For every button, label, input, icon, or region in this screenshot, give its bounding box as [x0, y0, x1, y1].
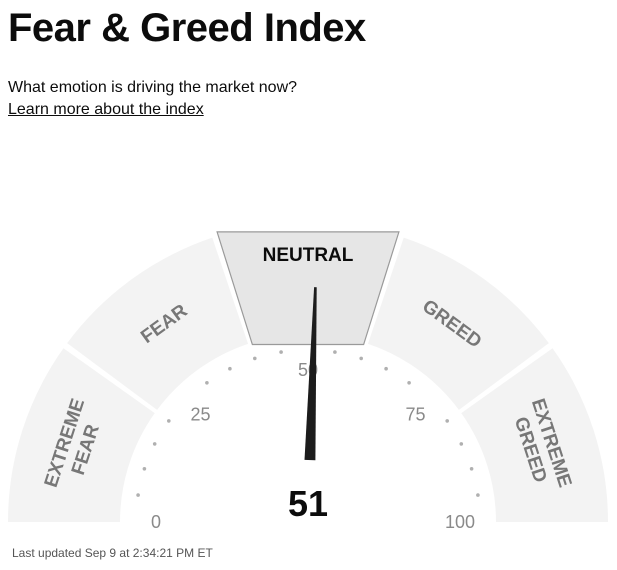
gauge-segment	[67, 237, 249, 410]
learn-more-link[interactable]: Learn more about the index	[8, 101, 204, 118]
scale-dot	[459, 442, 464, 446]
gauge-segment	[461, 348, 608, 522]
gauge-segment	[8, 348, 155, 522]
scale-dot	[333, 350, 337, 354]
scale-dot	[359, 356, 364, 361]
segment-label: NEUTRAL	[263, 245, 354, 266]
gauge-segments	[8, 231, 608, 522]
tick-label: 25	[190, 405, 210, 425]
scale-dot	[407, 381, 411, 385]
scale-dot	[205, 381, 209, 385]
segment-label-group: NEUTRAL	[263, 245, 354, 266]
gauge-scale-dots	[136, 350, 480, 497]
page-subtitle: What emotion is driving the market now?	[8, 79, 298, 96]
page-title: Fear & Greed Index	[8, 6, 366, 50]
tick-label: 0	[151, 512, 161, 532]
scale-dot	[152, 442, 157, 446]
tick-label: 75	[405, 405, 425, 425]
gauge-needle	[304, 287, 317, 461]
gauge-segment	[367, 237, 549, 410]
score-value: 51	[288, 483, 328, 524]
gauge-segment-active	[216, 231, 400, 346]
scale-dot	[384, 366, 388, 371]
scale-dot	[142, 467, 147, 471]
scale-dot	[253, 356, 257, 361]
scale-dot	[279, 350, 283, 354]
score-badge-circle	[246, 460, 370, 540]
scale-dot	[167, 419, 171, 423]
scale-dot	[469, 467, 474, 471]
scale-dot	[476, 493, 480, 497]
scale-dot	[228, 366, 232, 371]
scale-dot	[445, 419, 450, 423]
scale-dot	[136, 493, 140, 497]
tick-label: 100	[445, 512, 475, 532]
last-updated-text: Last updated Sep 9 at 2:34:21 PM ET	[12, 546, 213, 560]
